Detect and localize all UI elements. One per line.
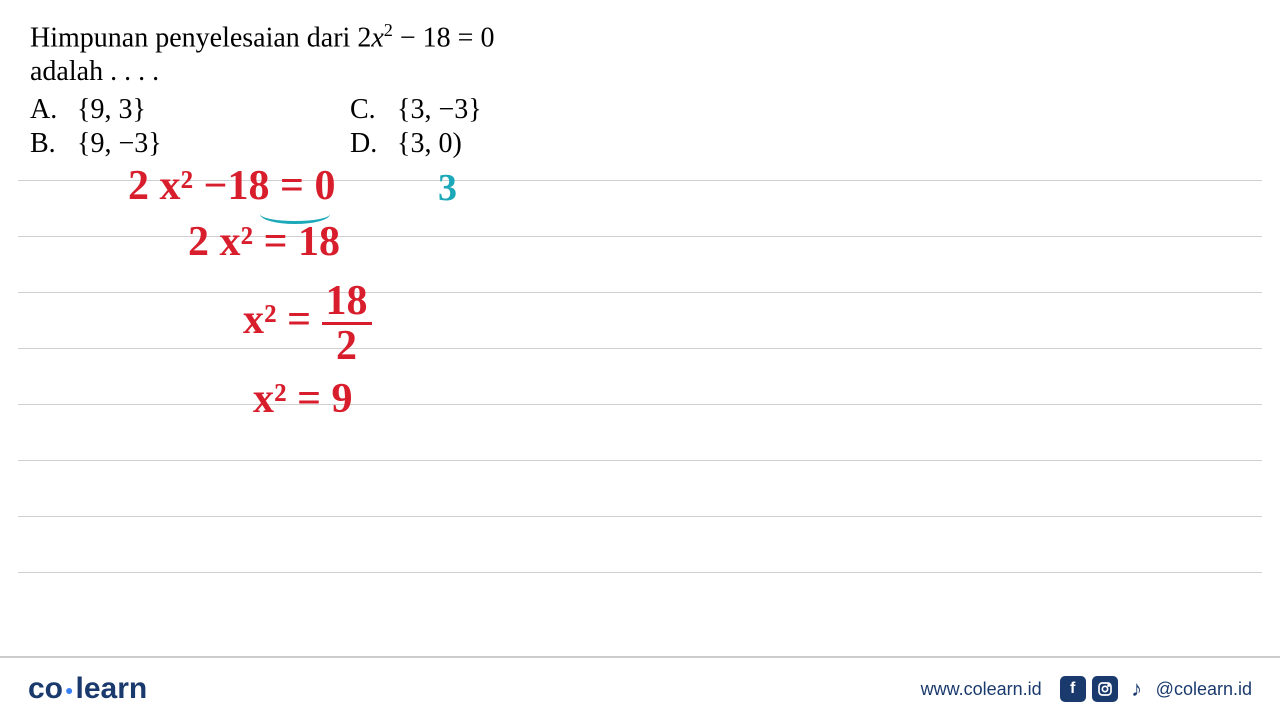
option-a-label: A. (30, 94, 70, 126)
question-line-1: Himpunan penyelesaian dari 2x2 − 18 = 0 (30, 20, 1250, 54)
handwritten-step-3: x² = 182 (243, 280, 372, 367)
question-line-2: adalah . . . . (30, 56, 1250, 88)
eq-exp: 2 (384, 20, 393, 40)
question-block: Himpunan penyelesaian dari 2x2 − 18 = 0 … (0, 0, 1280, 172)
ruled-line (18, 516, 1262, 572)
option-c: C. {3, −3} (350, 94, 670, 126)
social-handle: @colearn.id (1156, 679, 1252, 700)
step3-denominator: 2 (322, 325, 372, 367)
option-b-label: B. (30, 128, 70, 160)
ruled-line (18, 292, 1262, 348)
logo-part-2: learn (75, 672, 147, 705)
step3-fraction: 182 (322, 280, 372, 367)
ruled-line (18, 348, 1262, 404)
footer-right: www.colearn.id f ♪ @colearn.id (921, 676, 1252, 702)
handwritten-step-4: x² = 9 (253, 375, 353, 423)
handwritten-step-1: 2 x² −18 = 0 (128, 162, 335, 210)
handwritten-annotation: 3 (438, 166, 457, 210)
footer: co●learn www.colearn.id f ♪ @colearn.id (0, 656, 1280, 720)
eq-coef: 2 (357, 22, 371, 53)
social-icons: f ♪ @colearn.id (1060, 676, 1252, 702)
eq-rest: − 18 = 0 (393, 22, 495, 53)
handwritten-step-2: 2 x² = 18 (188, 218, 340, 266)
website-url: www.colearn.id (921, 679, 1042, 700)
logo-part-1: co (28, 672, 63, 705)
option-d-label: D. (350, 128, 390, 160)
ruled-line (18, 460, 1262, 516)
eq-var: x (371, 22, 383, 53)
question-prefix: Himpunan penyelesaian dari (30, 22, 357, 53)
logo: co●learn (28, 672, 147, 706)
options-col-2: C. {3, −3} D. {3, 0) (350, 94, 670, 162)
ruled-line (18, 572, 1262, 628)
tiktok-icon: ♪ (1124, 676, 1150, 702)
option-c-value: {3, −3} (397, 94, 482, 125)
step3-left: x² = (243, 297, 322, 343)
instagram-icon (1092, 676, 1118, 702)
option-a: A. {9, 3} (30, 94, 350, 126)
work-area: 2 x² −18 = 0 3 2 x² = 18 x² = 182 x² = 9 (18, 180, 1262, 628)
option-c-label: C. (350, 94, 390, 126)
step3-numerator: 18 (322, 280, 372, 325)
ruled-line (18, 404, 1262, 460)
logo-dot-icon: ● (65, 682, 73, 698)
option-d: D. {3, 0) (350, 128, 670, 160)
option-d-value: {3, 0) (397, 128, 462, 159)
option-b-value: {9, −3} (77, 128, 162, 159)
option-b: B. {9, −3} (30, 128, 350, 160)
options-col-1: A. {9, 3} B. {9, −3} (30, 94, 350, 162)
options-row: A. {9, 3} B. {9, −3} C. {3, −3} D. {3, 0… (30, 94, 1250, 162)
option-a-value: {9, 3} (77, 94, 146, 125)
facebook-icon: f (1060, 676, 1086, 702)
